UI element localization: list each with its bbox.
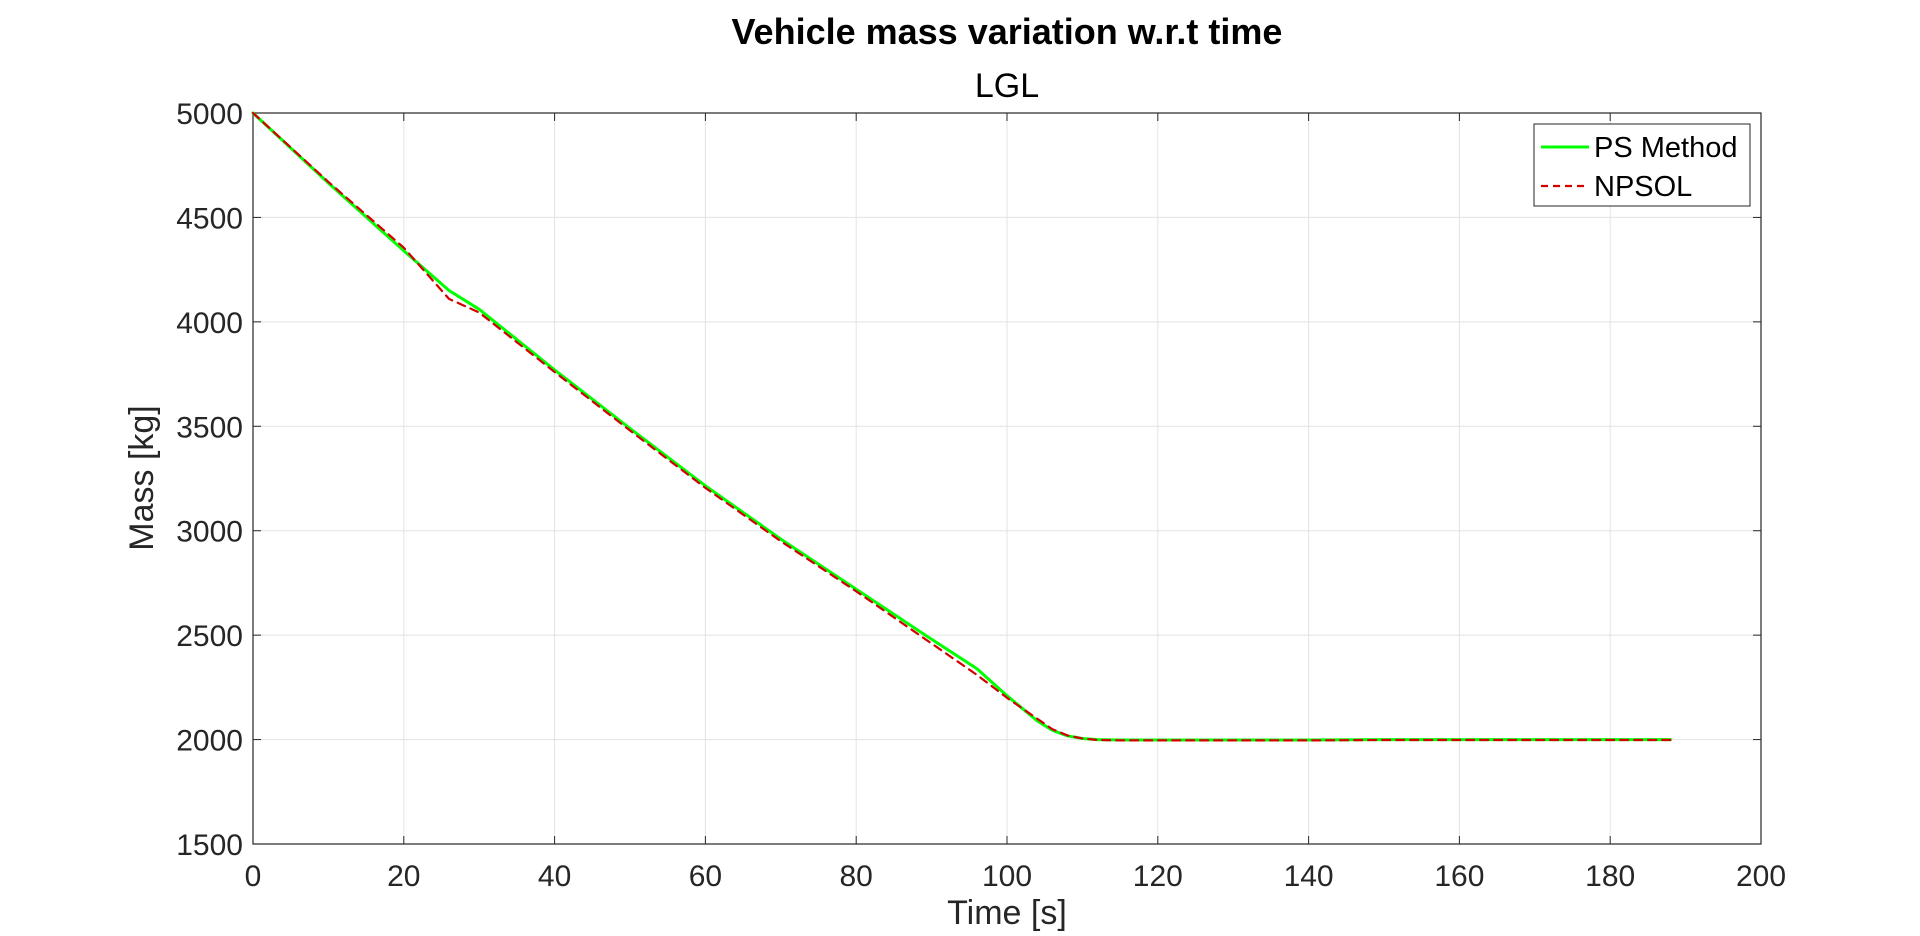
x-tick-label: 140 (1284, 860, 1334, 893)
x-tick-label: 180 (1585, 860, 1635, 893)
y-tick-label: 4500 (176, 202, 243, 235)
y-tick-label: 5000 (176, 98, 243, 131)
legend-label-npsol: NPSOL (1594, 171, 1692, 203)
chart-subtitle: LGL (975, 67, 1039, 105)
x-tick-label: 200 (1736, 860, 1786, 893)
x-tick-label: 20 (387, 860, 420, 893)
x-tick-label: 40 (538, 860, 571, 893)
y-tick-label: 1500 (176, 829, 243, 862)
tick-layer: 0 20 40 60 80 100 120 140 160 180 200 1500 2000 2500 3… (176, 98, 1786, 893)
y-tick-label: 4000 (176, 307, 243, 340)
legend-box (1533, 123, 1751, 207)
chart-title: Vehicle mass variation w.r.t time (732, 11, 1283, 52)
x-tick-label: 160 (1434, 860, 1484, 893)
x-tick-label: 80 (840, 860, 873, 893)
x-tick-label: 60 (689, 860, 722, 893)
series-line-npsol (251, 111, 1672, 742)
x-tick-label: 0 (245, 860, 262, 893)
y-tick-label: 3500 (176, 411, 243, 444)
y-tick-label: 2000 (176, 725, 243, 758)
x-axis-label: Time [s] (947, 894, 1067, 932)
x-tick-label: 120 (1133, 860, 1183, 893)
y-tick-label: 2500 (176, 620, 243, 653)
legend: PS Method NPSOL (1533, 123, 1751, 207)
legend-label-ps-method: PS Method (1594, 132, 1737, 164)
y-axis-label: Mass [kg] (123, 405, 161, 550)
series-layer (251, 111, 1672, 742)
y-tick-label: 3000 (176, 516, 243, 549)
x-tick-label: 100 (982, 860, 1032, 893)
